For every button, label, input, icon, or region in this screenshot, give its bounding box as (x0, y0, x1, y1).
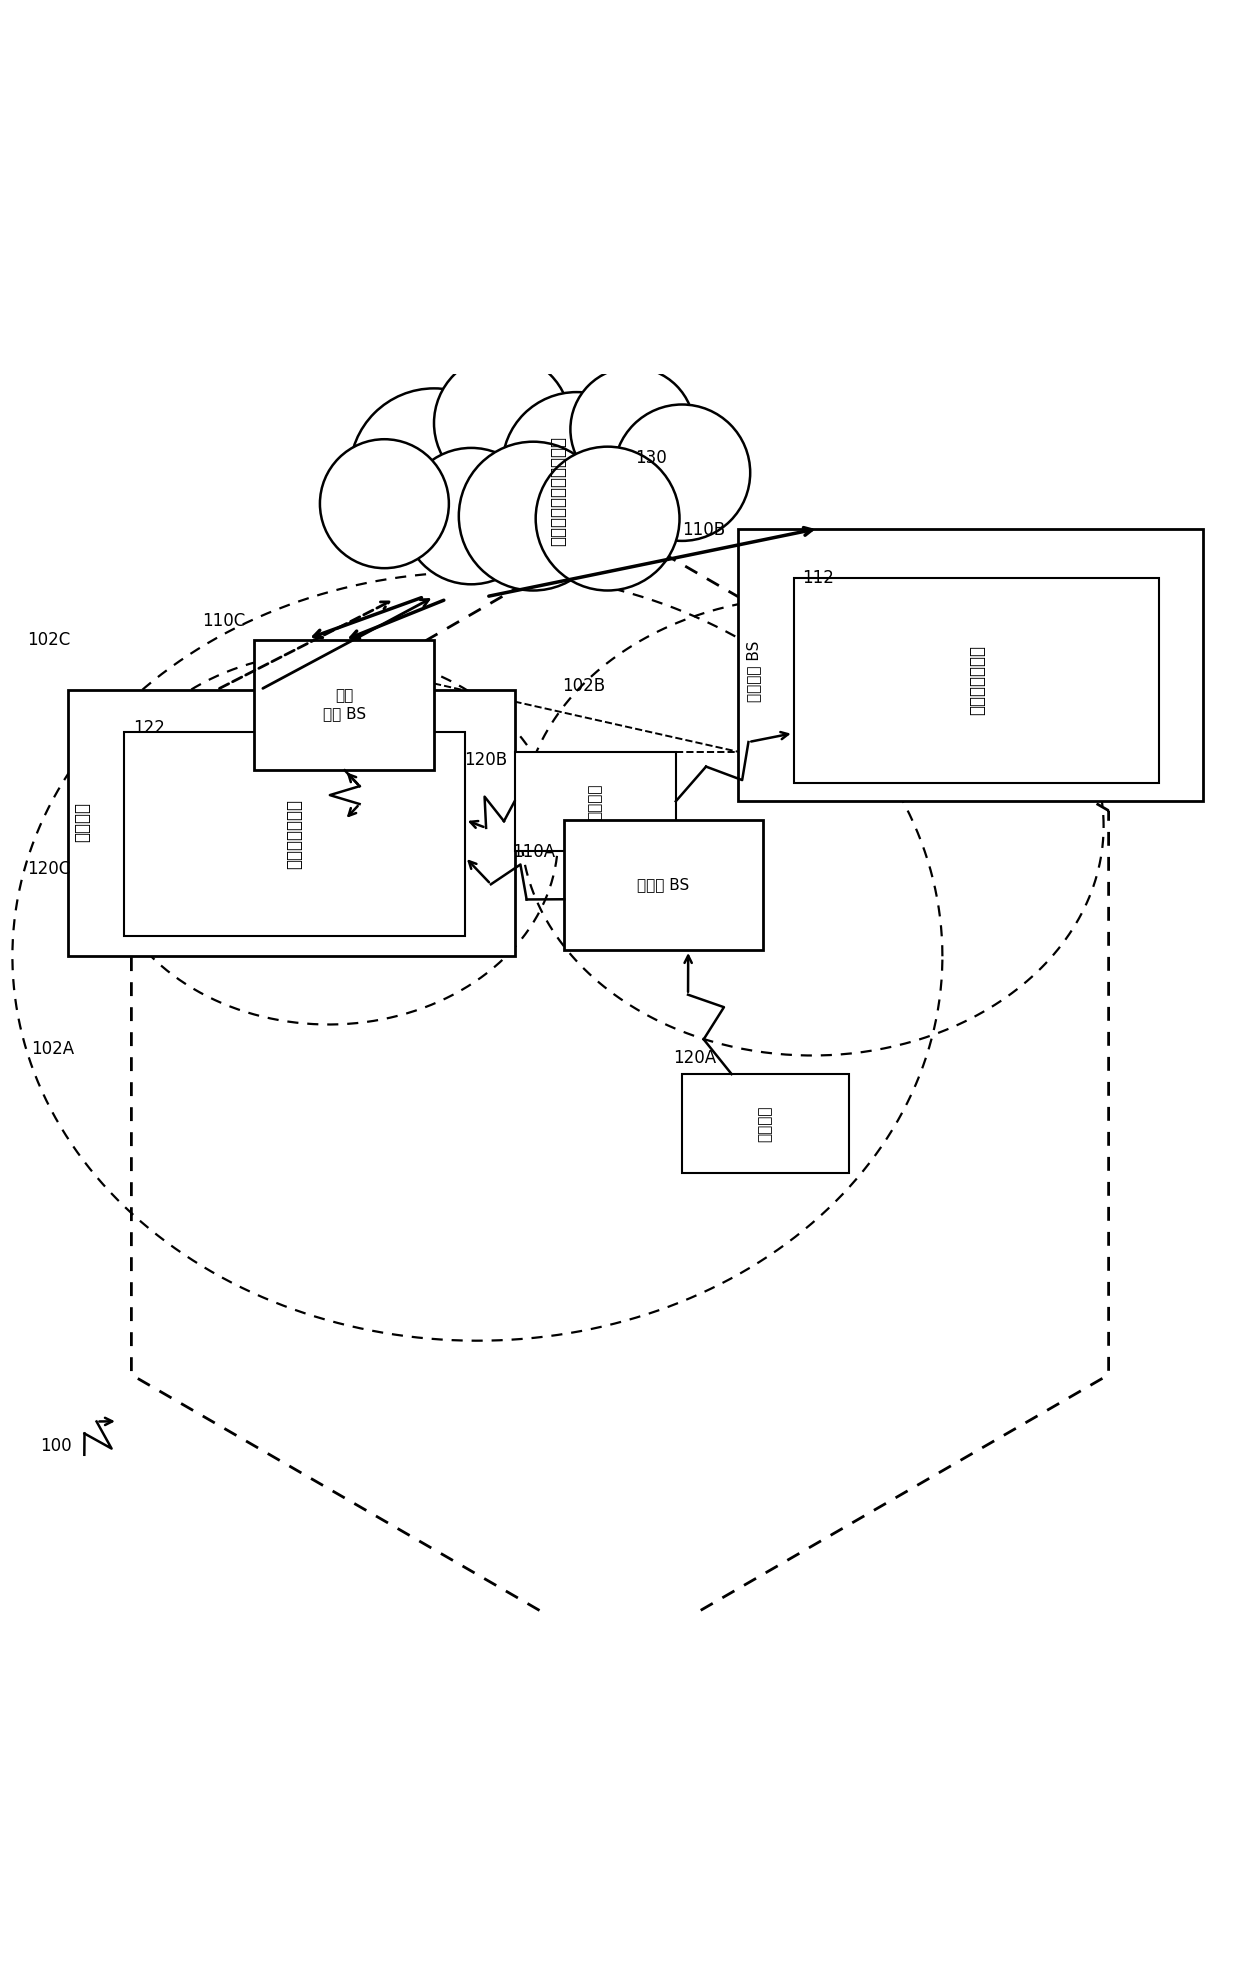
Bar (68, 689, 515, 956)
Text: 110B: 110B (682, 521, 725, 538)
Text: 110A: 110A (512, 842, 556, 860)
Circle shape (459, 441, 608, 590)
Circle shape (536, 447, 680, 590)
Text: 110C: 110C (202, 612, 246, 630)
Text: 用户设备: 用户设备 (73, 803, 91, 842)
Bar (794, 578, 1159, 783)
Bar (124, 731, 465, 936)
Text: 测量报告管理器: 测量报告管理器 (285, 799, 303, 868)
Text: 122: 122 (133, 719, 165, 737)
Circle shape (403, 447, 539, 584)
Circle shape (614, 405, 750, 540)
Text: 广域网（例如，互联网）: 广域网（例如，互联网） (549, 437, 567, 546)
Text: 102B: 102B (562, 678, 605, 695)
Bar (682, 1075, 849, 1172)
Circle shape (320, 439, 449, 568)
Text: 小型
小区 BS: 小型 小区 BS (324, 688, 366, 721)
Circle shape (350, 387, 518, 556)
Text: 120A: 120A (673, 1049, 717, 1067)
Text: 用户设备: 用户设备 (588, 783, 603, 819)
Text: 小型小区 BS: 小型小区 BS (746, 640, 761, 701)
Text: 测量报告管理器: 测量报告管理器 (968, 644, 986, 715)
Text: 100: 100 (40, 1437, 72, 1454)
Bar (738, 529, 1203, 801)
Text: 102C: 102C (27, 632, 71, 650)
Circle shape (434, 356, 570, 491)
Bar (515, 751, 676, 850)
Text: 宏小区 BS: 宏小区 BS (637, 876, 689, 892)
Text: 130: 130 (635, 449, 667, 467)
Circle shape (502, 391, 651, 540)
Text: 102A: 102A (31, 1041, 74, 1059)
Bar (564, 821, 763, 950)
Text: 112: 112 (802, 568, 835, 586)
Text: 120B: 120B (464, 751, 507, 769)
Bar (254, 640, 434, 771)
Text: 用户设备: 用户设备 (758, 1105, 773, 1143)
Text: 120C: 120C (27, 860, 71, 878)
Circle shape (570, 368, 694, 491)
